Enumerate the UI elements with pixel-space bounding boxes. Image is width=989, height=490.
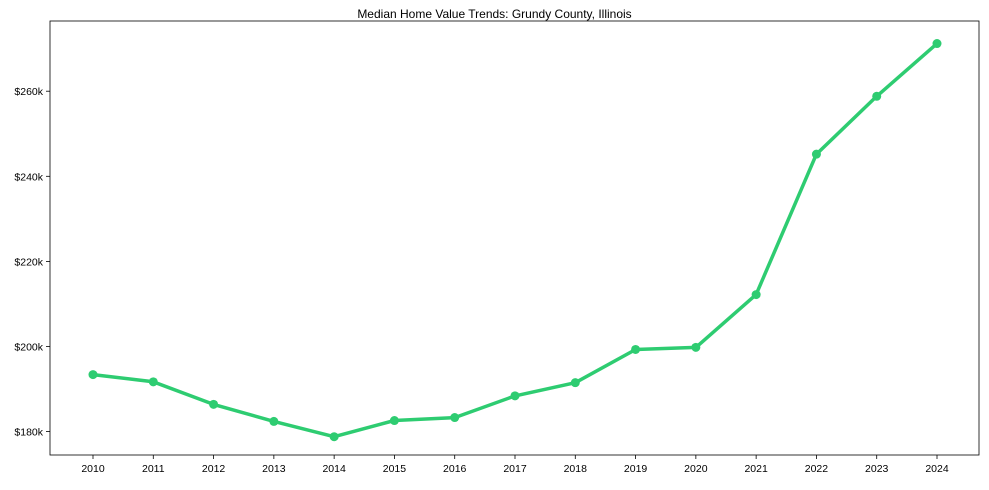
data-point-marker (872, 91, 882, 101)
series-line (91, 41, 939, 439)
y-tick-label: $240k (14, 171, 43, 183)
x-tick-label: 2017 (503, 463, 527, 475)
data-point-marker (209, 399, 219, 409)
x-tick-label: 2015 (383, 463, 407, 475)
x-tick-label: 2014 (322, 463, 346, 475)
data-point-marker (329, 432, 339, 442)
x-tick-label: 2010 (81, 463, 105, 475)
x-tick-label: 2023 (865, 463, 889, 475)
data-series (88, 39, 942, 442)
x-tick-label: 2024 (925, 463, 949, 475)
x-tick-label: 2018 (564, 463, 588, 475)
data-point-marker (631, 344, 641, 354)
x-tick-label: 2019 (624, 463, 648, 475)
axis-ticks: 2010 2011 2012 2013 2014 2015 2016 2017 2018 2019… (14, 86, 948, 475)
y-tick-label: $260k (14, 86, 43, 98)
axes (49, 20, 980, 456)
data-point-marker (88, 370, 98, 380)
data-point-marker (389, 416, 399, 426)
data-point-marker (751, 290, 761, 300)
y-tick-label: $220k (14, 256, 43, 268)
data-point-marker (269, 416, 279, 426)
data-point-marker (148, 377, 158, 387)
x-tick-label: 2022 (805, 463, 829, 475)
data-point-marker (510, 391, 520, 401)
chart-title: Median Home Value Trends: Grundy County,… (357, 7, 632, 21)
x-tick-label: 2012 (202, 463, 226, 475)
plot-frame (49, 20, 980, 456)
x-tick-label: 2013 (262, 463, 286, 475)
data-point-marker (691, 342, 701, 352)
x-tick-label: 2011 (142, 463, 165, 475)
x-tick-label: 2021 (744, 463, 768, 475)
data-point-marker (450, 413, 460, 423)
x-tick-label: 2016 (443, 463, 467, 475)
y-tick-label: $180k (14, 427, 43, 439)
data-point-marker (811, 149, 821, 159)
y-tick-label: $200k (14, 342, 43, 354)
data-point-marker (570, 378, 580, 388)
data-point-marker (932, 39, 942, 49)
x-tick-label: 2020 (684, 463, 708, 475)
